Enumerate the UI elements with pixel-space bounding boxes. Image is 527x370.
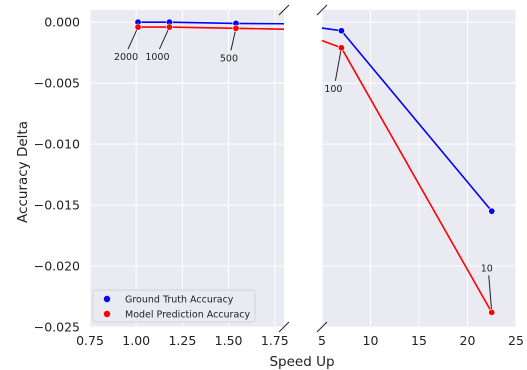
point-annotations: 2000 1000 500 100 10 <box>114 26 493 313</box>
series-line-1-left <box>138 26 285 31</box>
x-tick-label-left: 0.75 <box>76 333 104 348</box>
annotation-label-1: 1000 <box>145 52 169 63</box>
y-axis-label: Accuracy Delta <box>15 121 31 223</box>
x-axis-label: Speed Up <box>269 354 334 370</box>
series-0-point-3 <box>337 27 345 35</box>
series-1-point-1 <box>165 23 173 31</box>
legend-box <box>92 289 256 323</box>
y-tick-label: −0.010 <box>34 137 80 152</box>
x-tick-label-right: 5 <box>318 333 326 348</box>
y-tick-label: −0.020 <box>34 259 80 274</box>
legend-marker-ground-truth <box>103 295 111 303</box>
axis-break-marks <box>278 4 328 333</box>
gridlines-left <box>89 10 284 328</box>
y-tick-label: −0.015 <box>34 198 80 213</box>
annotation-leader-4 <box>488 275 493 313</box>
break-mark-left-bottom <box>278 321 290 333</box>
break-mark-right-top <box>316 4 328 16</box>
annotation-leader-3 <box>334 47 342 81</box>
y-tick-labels: 0.000 −0.005 −0.010 −0.015 −0.020 −0.025 <box>34 15 80 335</box>
series-markers <box>134 18 496 316</box>
series-1-point-2 <box>232 24 240 32</box>
y-tick-label: 0.000 <box>44 15 80 30</box>
plot-area-left <box>90 10 284 327</box>
break-mark-right-bottom <box>316 321 328 333</box>
legend-label-model-prediction: Model Prediction Accuracy <box>125 310 251 321</box>
legend-label-ground-truth: Ground Truth Accuracy <box>125 295 234 306</box>
break-mark-left-top <box>278 4 290 16</box>
y-tick-label: −0.025 <box>34 320 80 335</box>
right-panel <box>321 10 517 328</box>
x-tick-label-left: 1.75 <box>261 333 289 348</box>
x-tick-label-left: 1.50 <box>215 333 243 348</box>
series-0-point-4 <box>488 207 496 215</box>
legend-marker-model-prediction <box>103 310 111 318</box>
series-1-point-0 <box>134 23 142 31</box>
x-tick-label-right: 25 <box>508 333 524 348</box>
left-panel <box>89 10 284 328</box>
legend: Ground Truth Accuracy Model Prediction A… <box>92 289 256 323</box>
series-1-point-3 <box>337 44 345 52</box>
annotation-leader-2 <box>230 28 237 51</box>
series-line-0-left <box>138 21 285 25</box>
x-tick-label-right: 20 <box>460 333 476 348</box>
series-1-point-4 <box>488 308 496 316</box>
annotation-leader-0 <box>127 26 139 50</box>
x-tick-label-left: 1.00 <box>122 333 150 348</box>
y-tick-label: −0.005 <box>34 76 80 91</box>
x-tick-label-right: 15 <box>411 333 427 348</box>
annotation-label-0: 2000 <box>114 52 138 63</box>
annotation-label-2: 500 <box>220 53 238 64</box>
x-tick-label-left: 1.25 <box>168 333 196 348</box>
annotation-leader-1 <box>158 26 170 50</box>
gridlines-right <box>321 10 517 328</box>
x-tick-label-right: 10 <box>363 333 379 348</box>
x-tick-labels: 0.75 1.00 1.25 1.50 1.75 5 10 15 20 25 <box>76 333 524 348</box>
annotation-label-4: 10 <box>481 263 493 274</box>
annotation-label-3: 100 <box>324 84 342 95</box>
